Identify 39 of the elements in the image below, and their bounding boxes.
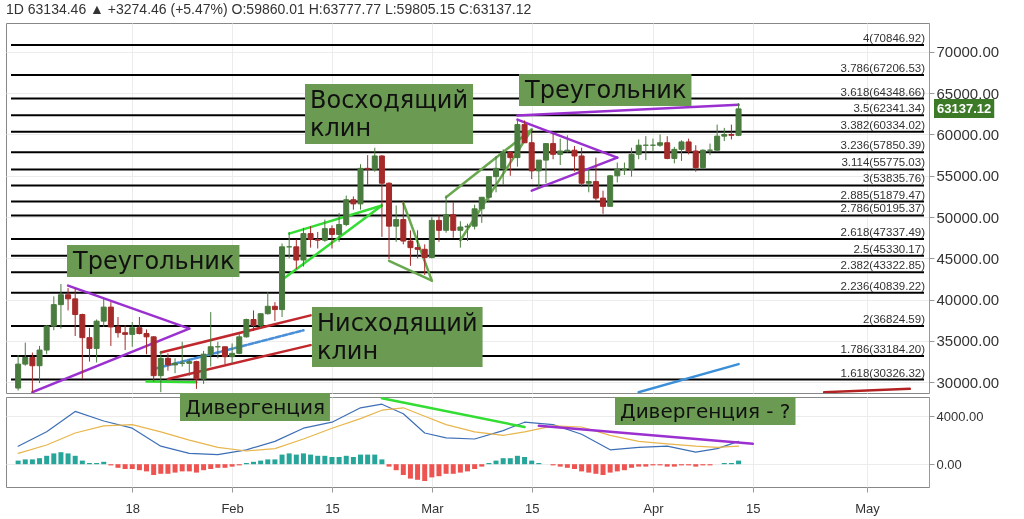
- annotation: Дивергенция - ?: [620, 399, 791, 423]
- y-tick-label: 40000.00: [936, 291, 1000, 309]
- ref-line-label: 3.114(55775.03): [841, 156, 926, 169]
- y-tick-label: 0.00: [936, 456, 962, 472]
- x-tick-label: Feb: [221, 500, 244, 516]
- ref-line-label: 2.618(47337.49): [840, 226, 926, 239]
- ref-line-label: 3.786(67206.53): [840, 61, 926, 74]
- x-tick-label: 15: [524, 500, 540, 516]
- ref-line-label: 1.618(30326.32): [840, 366, 926, 379]
- ref-line-label: 2.382(43322.85): [840, 259, 926, 272]
- y-tick-label: 45000.00: [936, 249, 1000, 267]
- y-tick-label: 55000.00: [936, 167, 1000, 185]
- y-tick-label: 60000.00: [936, 126, 1000, 143]
- y-tick-label: 30000.00: [936, 373, 1000, 391]
- ref-line-label: 3.236(57850.39): [840, 139, 926, 152]
- x-tick-label: 18: [125, 500, 140, 516]
- ref-line-label: 2(36824.59): [862, 312, 926, 325]
- x-tick-label: 15: [325, 500, 340, 516]
- chart-title: 1D 63134.46 ▲ +3274.46 (+5.47%) O:59860.01 H:63777.77 L:59805.15 C:63137.12: [6, 1, 532, 17]
- annotation: Дивергенция: [185, 395, 325, 419]
- y-tick-label: 70000.00: [936, 43, 1000, 61]
- y-tick-label: 50000.00: [936, 208, 1000, 226]
- x-tick-label: 15: [746, 500, 761, 516]
- x-tick-label: Apr: [643, 500, 665, 516]
- ref-line-label: 2.236(40839.22): [840, 279, 926, 292]
- ref-line-label: 2.786(50195.37): [840, 202, 926, 215]
- ref-line-label: 3(53835.76): [862, 172, 926, 185]
- ref-line-label: 3.5(62341.34): [853, 102, 926, 115]
- y-tick-label: 35000.00: [936, 332, 1000, 350]
- ref-line-label: 2.885(51879.47): [840, 188, 926, 201]
- x-tick-label: Mar: [421, 500, 445, 516]
- ref-line-label: 4(70846.92): [862, 31, 926, 44]
- y-tick-label: 4000.00: [936, 408, 984, 424]
- ref-line-label: 1.786(33184.20): [840, 342, 926, 355]
- y-tick-label: 65000.00: [936, 84, 1000, 102]
- ref-line-label: 2.5(45330.17): [853, 242, 926, 255]
- ref-line-label: 3.618(64348.66): [840, 85, 926, 98]
- x-tick-label: May: [855, 500, 881, 516]
- ref-line-label: 3.382(60334.02): [840, 118, 926, 131]
